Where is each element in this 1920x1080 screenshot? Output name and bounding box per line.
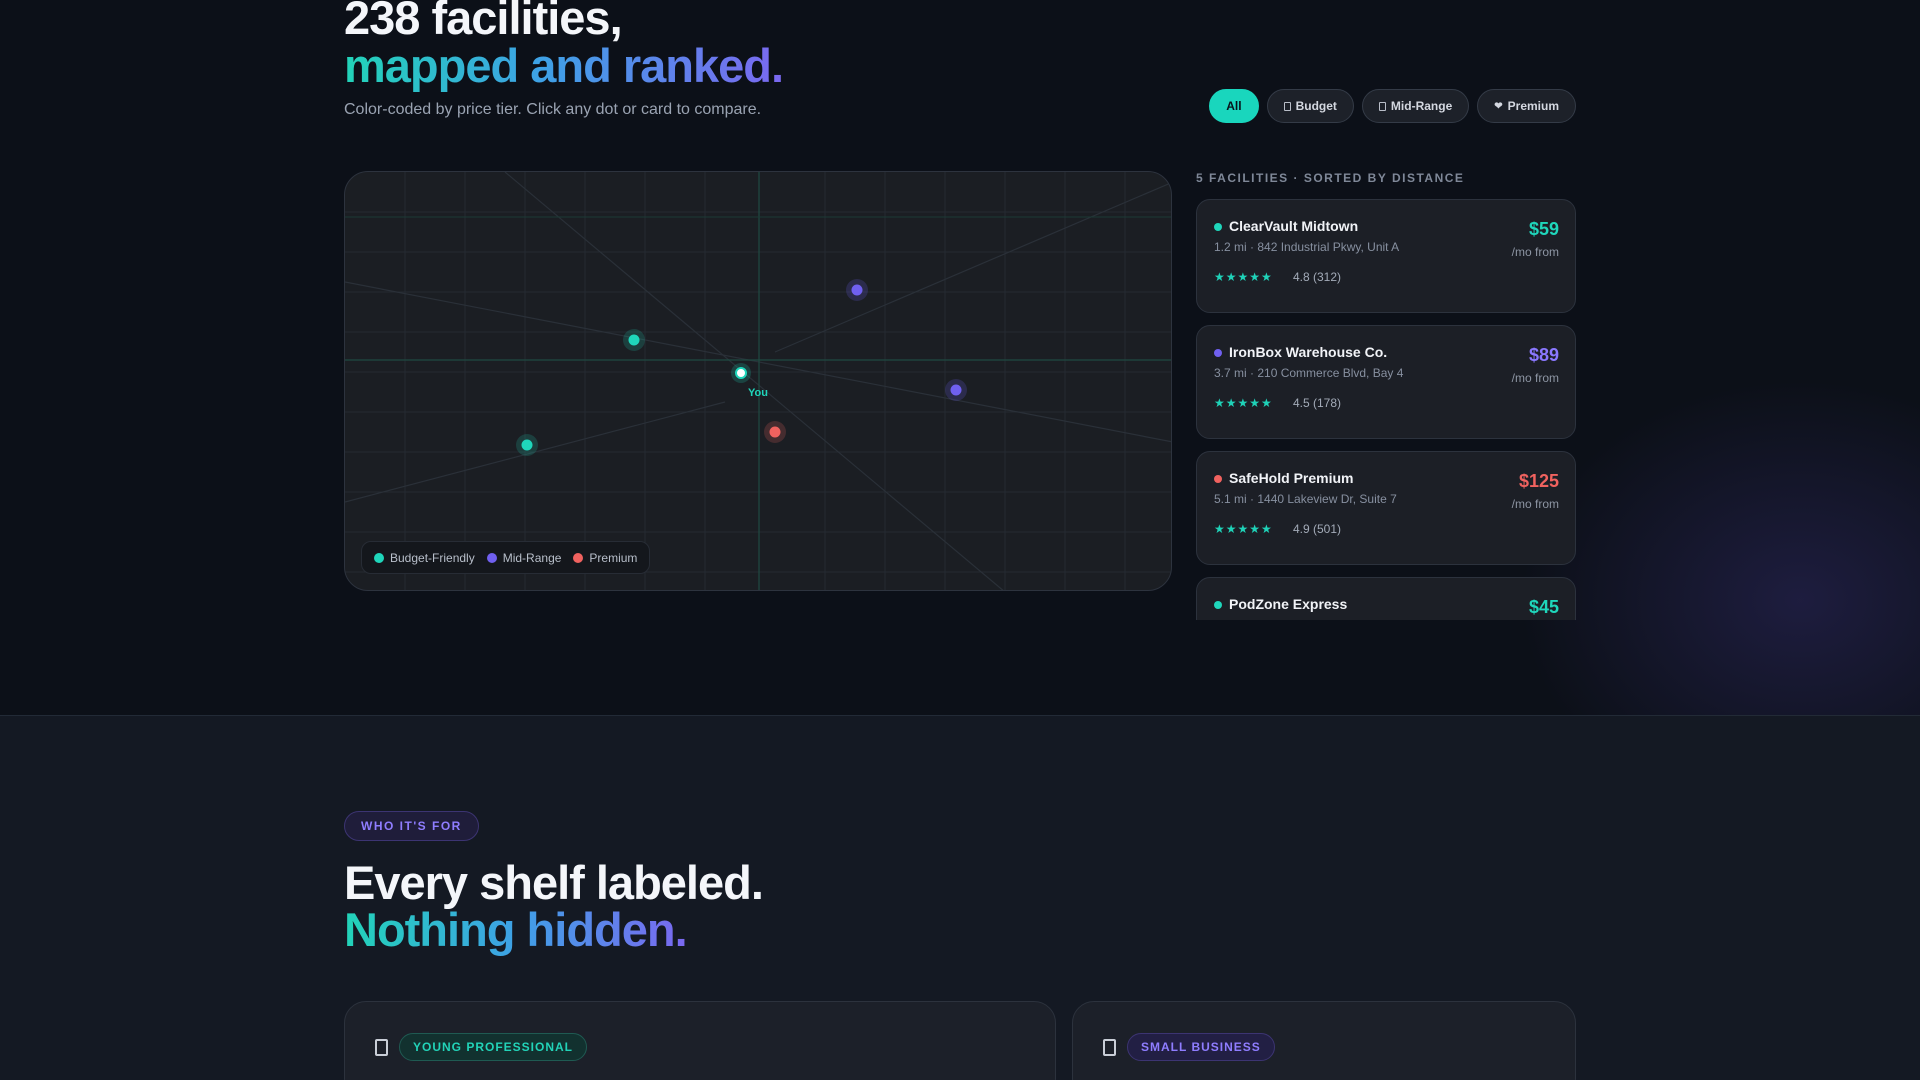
- user-location-marker: [731, 363, 751, 383]
- map-canvas: You: [345, 172, 1171, 590]
- heart-icon: ❤: [1494, 100, 1503, 112]
- filter-all-button[interactable]: All: [1209, 89, 1259, 123]
- price-period: /mo from: [1511, 371, 1559, 385]
- hero-title-line2: mapped and ranked.: [344, 39, 784, 92]
- legend-item-mid-range: Mid-Range: [486, 550, 562, 565]
- section-badge: WHO IT'S FOR: [344, 811, 479, 841]
- filter-label: All: [1226, 99, 1242, 113]
- facility-rating: 4.8 (312): [1293, 270, 1342, 284]
- facility-card[interactable]: ClearVault Midtown 1.2 mi · 842 Industri…: [1196, 199, 1576, 313]
- facility-rating: 4.5 (178): [1293, 396, 1342, 410]
- filter-budget-button[interactable]: Budget: [1266, 89, 1354, 123]
- legend-label: Mid-Range: [502, 550, 562, 565]
- map-marker-mid-range[interactable]: [945, 379, 967, 401]
- facility-meta: 5.1 mi · 1440 Lakeview Dr, Suite 7: [1214, 492, 1397, 506]
- box-icon: [1378, 101, 1386, 111]
- map-marker-budget[interactable]: [623, 329, 645, 351]
- map-marker-premium[interactable]: [764, 421, 786, 443]
- star-rating-icons: ★★★★★: [1214, 522, 1273, 536]
- hero-subtitle: Color-coded by price tier. Click any dot…: [344, 101, 762, 118]
- facility-price: $45: [1528, 597, 1559, 617]
- facility-rating: 4.9 (501): [1293, 522, 1342, 536]
- facility-list[interactable]: ClearVault Midtown 1.2 mi · 842 Industri…: [1196, 199, 1576, 620]
- legend-item-premium: Premium: [573, 551, 637, 565]
- facility-card[interactable]: SafeHold Premium 5.1 mi · 1440 Lakeview …: [1196, 451, 1576, 565]
- map-marker-mid-range[interactable]: [846, 279, 868, 301]
- facility-name: SafeHold Premium: [1229, 470, 1354, 486]
- persona-card-small-business[interactable]: SMALL BUSINESS: [1072, 1001, 1576, 1080]
- user-location-label: You: [748, 387, 768, 399]
- storefront-icon: [1103, 1039, 1116, 1056]
- facility-list-header: 5 FACILITIES · SORTED BY DISTANCE: [1196, 171, 1465, 185]
- facility-meta: 1.2 mi · 842 Industrial Pkwy, Unit A: [1214, 240, 1400, 254]
- price-tier-filters: All Budget Mid-Range ❤ Premium: [1209, 89, 1576, 123]
- facility-meta: 3.7 mi · 210 Commerce Blvd, Bay 4: [1214, 366, 1404, 380]
- audience-title-line2: Nothing hidden.: [344, 903, 688, 956]
- filter-label: Premium: [1507, 99, 1559, 113]
- tier-dot: [1214, 223, 1222, 231]
- tier-dot: [1214, 475, 1222, 483]
- facility-card[interactable]: IronBox Warehouse Co. 3.7 mi · 210 Comme…: [1196, 325, 1576, 439]
- legend-item-budget: Budget-Friendly: [374, 551, 475, 565]
- legend-label: Premium: [589, 550, 638, 565]
- legend-label: Budget-Friendly: [390, 550, 475, 565]
- filter-mid-range-button[interactable]: Mid-Range: [1361, 89, 1470, 123]
- facility-map[interactable]: You Budget-Friendly Mid-Range Premium: [344, 171, 1172, 591]
- tier-dot: [1214, 349, 1222, 357]
- filter-label: Mid-Range: [1390, 99, 1453, 113]
- filter-label: Budget: [1295, 99, 1337, 113]
- map-legend: Budget-Friendly Mid-Range Premium: [361, 541, 651, 574]
- facility-name: IronBox Warehouse Co.: [1229, 344, 1388, 360]
- legend-swatch: [374, 552, 384, 563]
- persona-tag: YOUNG PROFESSIONAL: [399, 1033, 588, 1061]
- facility-price: $89: [1528, 345, 1559, 365]
- persona-card-young-professional[interactable]: YOUNG PROFESSIONAL: [344, 1001, 1056, 1080]
- facility-name: ClearVault Midtown: [1229, 218, 1359, 234]
- facility-price: $59: [1528, 219, 1559, 239]
- price-period: /mo from: [1511, 245, 1559, 259]
- tier-dot: [1214, 601, 1222, 609]
- star-rating-icons: ★★★★★: [1214, 270, 1273, 284]
- persona-tag: SMALL BUSINESS: [1127, 1033, 1275, 1061]
- filter-premium-button[interactable]: ❤ Premium: [1477, 89, 1576, 123]
- briefcase-icon: [375, 1039, 388, 1056]
- box-icon: [1283, 101, 1291, 111]
- facility-card[interactable]: PodZone Express $45: [1196, 577, 1576, 620]
- audience-title-line1: Every shelf labeled.: [344, 856, 764, 909]
- legend-swatch: [486, 552, 497, 563]
- price-period: /mo from: [1511, 497, 1559, 511]
- background-glow: [1520, 380, 1920, 715]
- facility-name: PodZone Express: [1229, 596, 1348, 612]
- map-marker-budget[interactable]: [516, 434, 538, 456]
- star-rating-icons: ★★★★★: [1214, 396, 1273, 410]
- facility-price: $125: [1518, 471, 1559, 491]
- facility-map-section: 238 facilities, mapped and ranked. Color…: [344, 0, 1920, 715]
- hero-title-line1: 238 facilities,: [344, 0, 623, 44]
- legend-swatch: [573, 552, 584, 563]
